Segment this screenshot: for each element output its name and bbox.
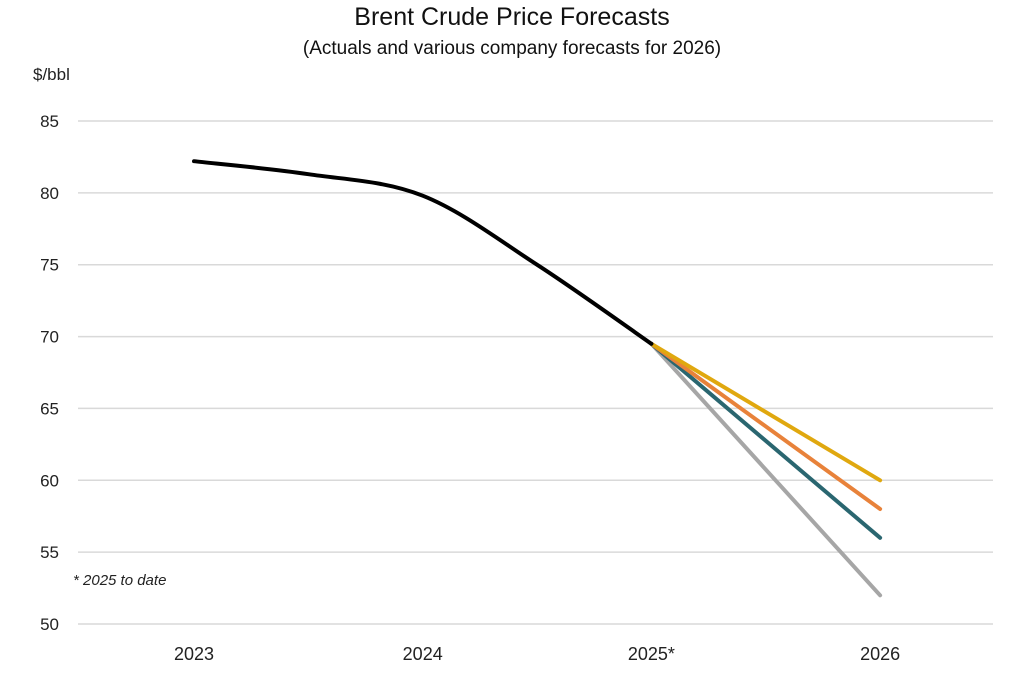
y-tick-label: 55	[40, 543, 59, 562]
series-lines	[192, 159, 883, 598]
actuals-line	[192, 159, 654, 346]
x-axis: 2023 2024 2025* 2026	[174, 644, 900, 664]
x-tick-label: 2024	[403, 644, 443, 664]
y-tick-label: 60	[40, 471, 59, 490]
forecast-line-3	[649, 341, 883, 540]
footnote: * 2025 to date	[73, 572, 166, 589]
y-tick-label: 75	[40, 256, 59, 275]
y-tick-label: 80	[40, 184, 59, 203]
y-tick-label: 85	[40, 112, 59, 131]
x-tick-label: 2023	[174, 644, 214, 664]
y-axis-unit-label: $/bbl	[33, 65, 70, 84]
forecast-line-2	[649, 341, 883, 511]
forecast-line-4	[649, 341, 883, 598]
grid-lines	[78, 120, 993, 625]
x-tick-label: 2026	[860, 644, 900, 664]
y-tick-label: 65	[40, 399, 59, 418]
forecast-line-1	[649, 341, 883, 483]
chart-title: Brent Crude Price Forecasts	[354, 3, 670, 31]
y-tick-label: 50	[40, 615, 59, 634]
x-tick-label: 2025*	[628, 644, 675, 664]
y-tick-label: 70	[40, 328, 59, 347]
chart-subtitle: (Actuals and various company forecasts f…	[302, 38, 722, 59]
y-axis: 50 55 60 65 70 75 80 85	[40, 112, 59, 634]
